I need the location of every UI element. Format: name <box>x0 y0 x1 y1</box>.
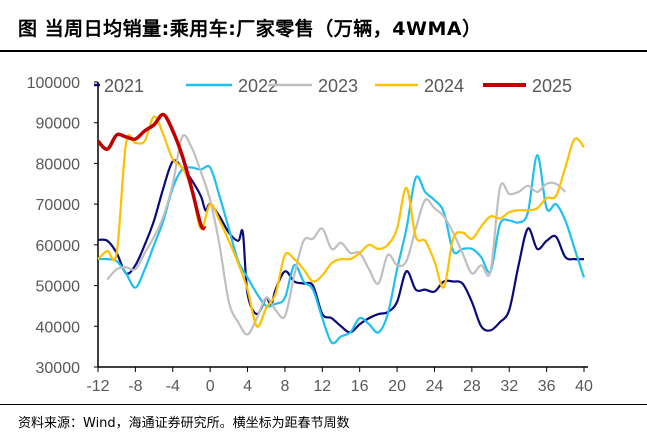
x-tick-label: -8 <box>128 378 142 395</box>
x-tick-label: 24 <box>426 378 444 395</box>
x-tick-label: 32 <box>500 378 518 395</box>
source-divider <box>0 404 647 405</box>
y-tick-label: 80000 <box>36 156 81 173</box>
x-tick-label: 20 <box>388 378 406 395</box>
legend-label-2021: 2021 <box>104 76 144 96</box>
chart-title: 图 当周日均销量:乘用车:厂家零售（万辆，4WMA） <box>18 18 482 40</box>
x-tick-label: -4 <box>166 378 180 395</box>
title-divider <box>0 50 647 52</box>
y-tick-label: 70000 <box>36 197 81 214</box>
x-tick-label: 4 <box>243 378 252 395</box>
series-line-2022 <box>97 154 586 345</box>
x-tick-label: 28 <box>463 378 481 395</box>
y-tick-label: 90000 <box>36 116 81 133</box>
x-tick-label: 8 <box>280 378 289 395</box>
y-tick-label: 60000 <box>36 238 81 255</box>
series-line-2024 <box>97 115 585 328</box>
legend-label-2024: 2024 <box>424 76 464 96</box>
legend-label-2022: 2022 <box>238 76 278 96</box>
x-tick-label: -12 <box>86 378 109 395</box>
legend-label-2023: 2023 <box>318 76 358 96</box>
y-tick-label: 100000 <box>27 75 80 92</box>
series-line-2025 <box>96 112 207 231</box>
series-line-2023 <box>106 134 567 336</box>
y-tick-label: 40000 <box>36 319 81 336</box>
series-line-2021 <box>97 159 585 334</box>
source-note: 资料来源：Wind，海通证券研究所。横坐标为距春节周数 <box>18 416 350 431</box>
legend-label-2025: 2025 <box>532 76 572 96</box>
y-tick-label: 50000 <box>36 279 81 296</box>
x-tick-label: 16 <box>351 378 369 395</box>
y-tick-label: 30000 <box>36 360 81 377</box>
x-tick-label: 12 <box>313 378 331 395</box>
x-tick-label: 0 <box>206 378 215 395</box>
x-tick-label: 36 <box>538 378 556 395</box>
x-tick-label: 40 <box>575 378 593 395</box>
